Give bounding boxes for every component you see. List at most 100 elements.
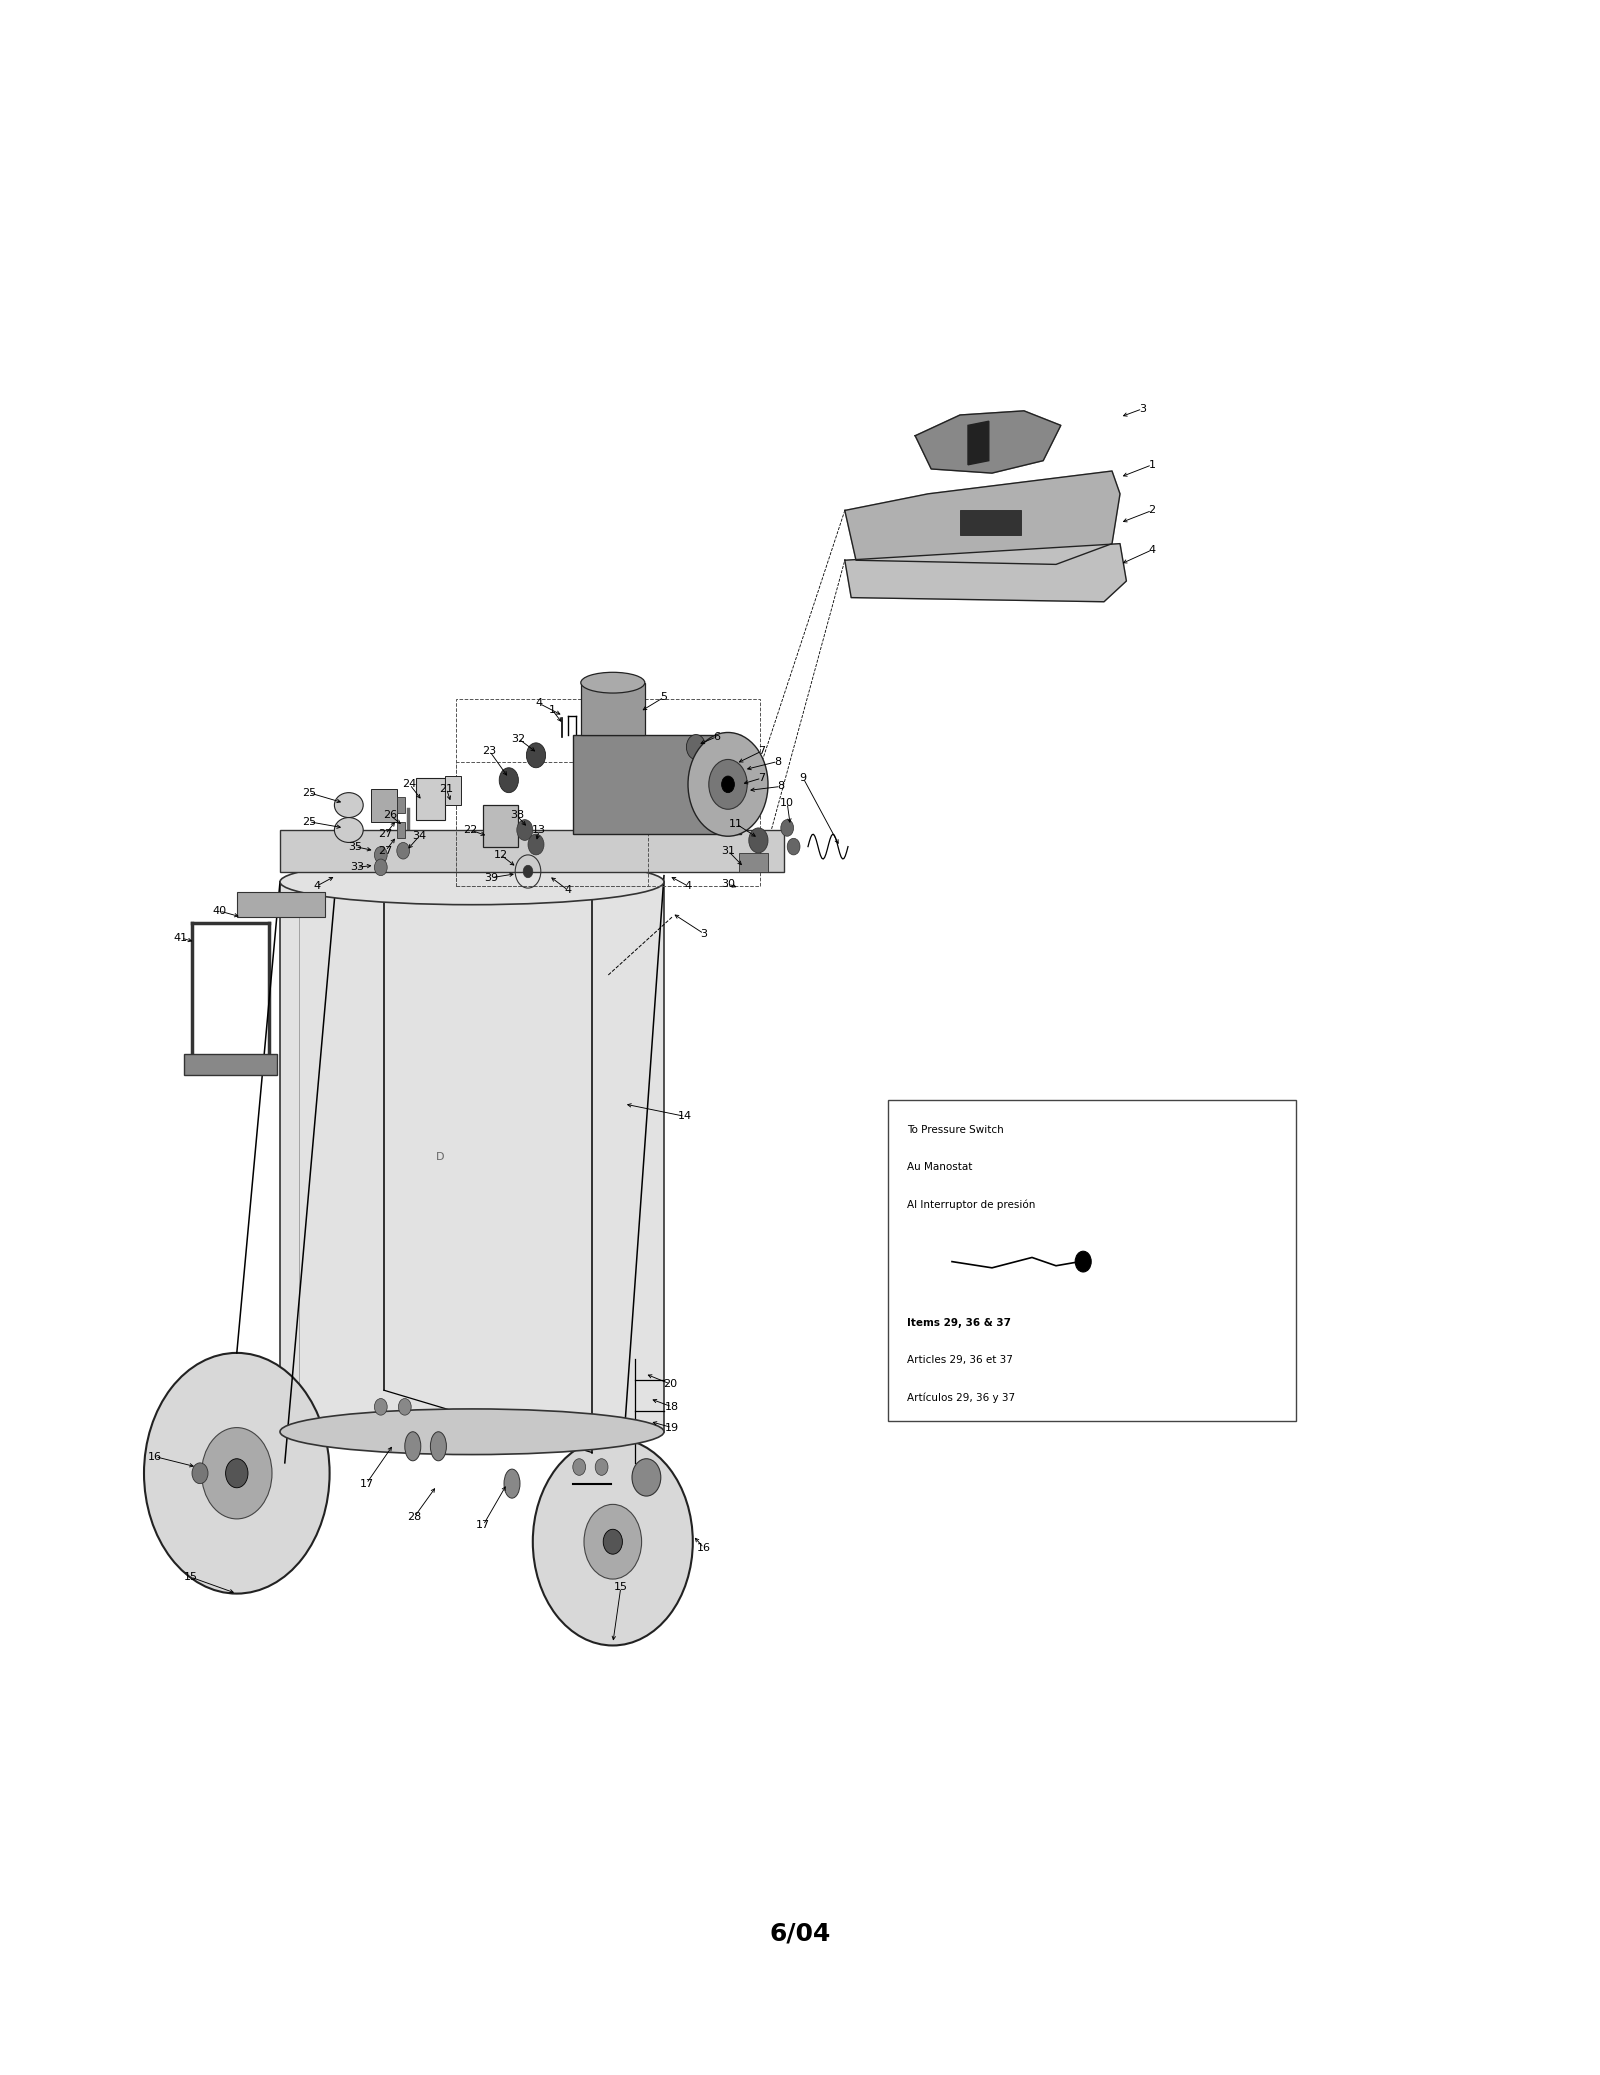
Text: 23: 23	[483, 747, 496, 755]
Text: 32: 32	[512, 735, 525, 743]
Circle shape	[517, 820, 533, 840]
Circle shape	[726, 759, 739, 776]
Text: 5: 5	[661, 693, 667, 701]
Circle shape	[734, 778, 747, 795]
Text: 22: 22	[464, 826, 477, 834]
Text: 6/04: 6/04	[770, 1921, 830, 1946]
Text: 25: 25	[302, 788, 315, 797]
Text: Items 29, 36 & 37: Items 29, 36 & 37	[907, 1318, 1011, 1328]
Polygon shape	[968, 421, 989, 465]
Text: 2: 2	[1149, 506, 1155, 515]
Text: 15: 15	[184, 1573, 197, 1581]
Text: 16: 16	[698, 1544, 710, 1552]
Text: 8: 8	[774, 757, 781, 766]
Text: 13: 13	[533, 826, 546, 834]
Circle shape	[374, 859, 387, 876]
Bar	[397, 797, 405, 813]
Text: Au Manostat: Au Manostat	[907, 1162, 973, 1172]
Circle shape	[722, 776, 734, 793]
Text: 28: 28	[408, 1513, 421, 1521]
Text: 20: 20	[664, 1380, 677, 1388]
Text: 4: 4	[685, 882, 691, 890]
Bar	[445, 776, 461, 805]
Text: 27: 27	[379, 830, 392, 838]
Circle shape	[686, 735, 706, 759]
Circle shape	[603, 1529, 622, 1554]
Circle shape	[688, 732, 768, 836]
Ellipse shape	[334, 793, 363, 818]
Circle shape	[595, 1459, 608, 1475]
Text: 24: 24	[403, 780, 416, 788]
Text: 33: 33	[350, 863, 363, 871]
Bar	[573, 735, 741, 834]
Text: 17: 17	[360, 1479, 373, 1488]
Polygon shape	[845, 471, 1120, 564]
Text: 4: 4	[565, 886, 571, 894]
Bar	[371, 788, 397, 822]
Text: 14: 14	[678, 1112, 691, 1120]
Text: 9: 9	[800, 774, 806, 782]
Bar	[456, 699, 760, 886]
Ellipse shape	[334, 818, 363, 842]
Text: 18: 18	[666, 1403, 678, 1411]
Text: To Pressure Switch: To Pressure Switch	[907, 1125, 1003, 1135]
Text: 30: 30	[722, 880, 734, 888]
Circle shape	[781, 820, 794, 836]
Circle shape	[526, 743, 546, 768]
Circle shape	[374, 1399, 387, 1415]
Ellipse shape	[504, 1469, 520, 1498]
Text: 27: 27	[379, 847, 392, 855]
Circle shape	[374, 847, 387, 863]
Text: 34: 34	[413, 832, 426, 840]
Circle shape	[226, 1459, 248, 1488]
Text: 31: 31	[722, 847, 734, 855]
Text: 1: 1	[549, 706, 555, 714]
Circle shape	[528, 834, 544, 855]
Text: D: D	[435, 1152, 445, 1162]
Text: 10: 10	[781, 799, 794, 807]
Circle shape	[584, 1504, 642, 1579]
Ellipse shape	[581, 672, 645, 693]
Circle shape	[499, 768, 518, 793]
Circle shape	[398, 1399, 411, 1415]
Text: 15: 15	[614, 1583, 627, 1592]
Text: 26: 26	[384, 811, 397, 820]
Circle shape	[787, 838, 800, 855]
Circle shape	[533, 1438, 693, 1645]
Circle shape	[144, 1353, 330, 1594]
Text: 3: 3	[701, 930, 707, 938]
Text: 1: 1	[1149, 461, 1155, 469]
Bar	[397, 822, 405, 838]
Bar	[280, 882, 664, 1432]
Bar	[960, 510, 1021, 535]
Polygon shape	[915, 411, 1061, 473]
Ellipse shape	[280, 859, 664, 905]
Text: 11: 11	[730, 820, 742, 828]
Circle shape	[202, 1428, 272, 1519]
Text: 38: 38	[510, 811, 523, 820]
Text: 17: 17	[477, 1521, 490, 1529]
Bar	[739, 853, 768, 872]
Bar	[237, 892, 325, 917]
Circle shape	[192, 1463, 208, 1484]
Circle shape	[749, 828, 768, 853]
Text: 35: 35	[349, 842, 362, 851]
Ellipse shape	[405, 1432, 421, 1461]
Text: Articles 29, 36 et 37: Articles 29, 36 et 37	[907, 1355, 1013, 1365]
Text: 40: 40	[213, 907, 226, 915]
Text: 39: 39	[485, 874, 498, 882]
Text: 3: 3	[1139, 405, 1146, 413]
Circle shape	[709, 759, 747, 809]
Ellipse shape	[280, 1409, 664, 1455]
Polygon shape	[845, 544, 1126, 602]
Text: 4: 4	[314, 882, 320, 890]
Circle shape	[397, 842, 410, 859]
Ellipse shape	[430, 1432, 446, 1461]
Bar	[184, 1054, 277, 1075]
Bar	[280, 830, 784, 871]
Circle shape	[573, 1459, 586, 1475]
Text: 12: 12	[494, 851, 507, 859]
Circle shape	[1075, 1251, 1091, 1272]
Text: 16: 16	[149, 1452, 162, 1461]
Bar	[581, 683, 645, 735]
